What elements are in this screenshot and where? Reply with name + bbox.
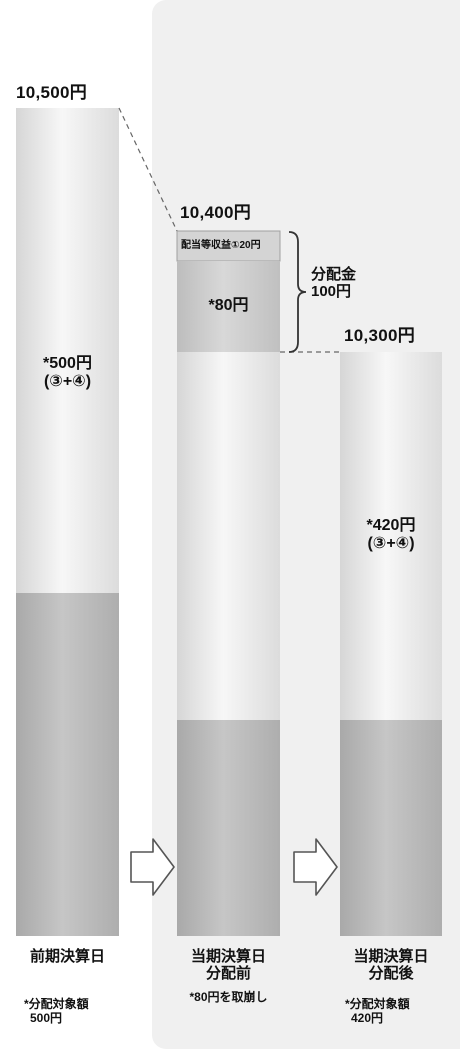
bar-after-value-label: 10,300円 — [344, 326, 415, 346]
category-after: 当期決算日 分配後 — [332, 948, 450, 983]
bar-previous-segment-label: *500円 (③+④) — [16, 355, 119, 392]
segment-formula: (③+④) — [340, 535, 442, 553]
footnote-previous: *分配対象額 500円 — [24, 998, 89, 1026]
distribution-title: 分配金 — [311, 266, 356, 283]
footnote-line: 500円 — [24, 1012, 89, 1026]
bar-previous-value-label: 10,500円 — [16, 83, 87, 103]
distribution-amount: 100円 — [311, 283, 356, 300]
brace-icon — [289, 232, 306, 352]
bar-before-income-label: 配当等収益①20円 — [181, 240, 261, 252]
footnote-before: *80円を取崩し — [170, 991, 287, 1005]
category-previous: 前期決算日 — [10, 948, 125, 965]
distribution-label: 分配金 100円 — [311, 266, 356, 301]
bar-previous-upper — [16, 108, 119, 593]
footnote-line: 420円 — [345, 1012, 410, 1026]
footnote-after: *分配対象額 420円 — [345, 998, 410, 1026]
bar-before-base — [177, 720, 280, 936]
bar-before-upper — [177, 352, 280, 720]
bar-previous-base — [16, 593, 119, 936]
category-line: 当期決算日 — [332, 948, 450, 965]
segment-value: *420円 — [340, 517, 442, 535]
category-line: 分配後 — [332, 965, 450, 982]
bar-before-80-label: *80円 — [177, 297, 280, 315]
bar-after-base — [340, 720, 442, 936]
arrow-right-icon — [294, 839, 337, 895]
footnote-line: *分配対象額 — [345, 998, 410, 1012]
category-line: 分配前 — [170, 965, 287, 982]
category-line: 当期決算日 — [170, 948, 287, 965]
segment-value: *500円 — [16, 355, 119, 373]
segment-formula: (③+④) — [16, 373, 119, 391]
footnote-line: *分配対象額 — [24, 998, 89, 1012]
category-before: 当期決算日 分配前 — [170, 948, 287, 983]
arrow-right-icon — [131, 839, 174, 895]
bar-after-segment-label: *420円 (③+④) — [340, 517, 442, 554]
connector-dashed-1 — [119, 108, 177, 231]
bar-before-value-label: 10,400円 — [180, 203, 251, 223]
